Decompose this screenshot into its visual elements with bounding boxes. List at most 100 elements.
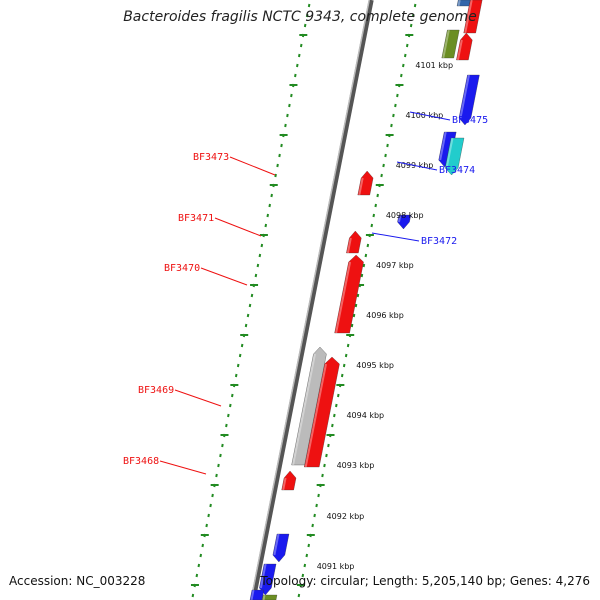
ruler-dot-left <box>307 3 311 8</box>
scale-label: 4094 kbp <box>346 411 384 420</box>
ruler-dot-right <box>396 93 399 98</box>
scale-label: 4095 kbp <box>356 361 394 370</box>
ruler-dot-right <box>317 493 320 498</box>
gene-labels: BF3473 BF3471 BF3470 BF3469 BF3468 BF3475 BF34… <box>123 111 488 475</box>
ruler-dot-right <box>405 43 409 48</box>
gene-label-right: BF3475 <box>452 115 488 126</box>
ruler-dot-right <box>403 53 407 58</box>
leader-line <box>371 232 420 242</box>
ruler-dot-right <box>340 373 344 378</box>
gene-bf3475 <box>458 74 480 126</box>
ruler-dot-left <box>288 103 291 108</box>
ruler-dot-left <box>209 503 212 508</box>
ruler-dot-right <box>386 143 389 148</box>
backbone <box>250 0 374 600</box>
ruler-dot-right <box>390 123 393 128</box>
gene-top-red-shine <box>464 0 473 34</box>
gene-top-blue <box>456 0 471 7</box>
ruler-dot-right <box>301 573 305 578</box>
gene-bf3469-forward-shine <box>304 363 327 468</box>
ruler-dot-right <box>402 63 405 68</box>
ruler-dot-left <box>254 273 258 278</box>
gene-features <box>249 0 483 600</box>
ruler-dot-left <box>221 443 224 448</box>
gene-bottom-blue-2 <box>259 563 277 596</box>
ruler-dot-left <box>219 453 222 458</box>
ruler-dot-right <box>360 273 364 278</box>
ruler-dot-left <box>197 563 201 568</box>
ruler-dot-left <box>205 523 208 528</box>
ruler-dot-left <box>290 93 293 98</box>
backbone-highlight <box>250 0 370 600</box>
gene-bf3471 <box>346 230 362 254</box>
gene-bf3473-shine <box>358 177 364 196</box>
gene-olive-bottom-shine <box>262 594 266 600</box>
ruler-dot-left <box>195 573 199 578</box>
gene-label-left: BF3471 <box>178 213 214 224</box>
ruler-dot-right <box>307 543 311 548</box>
gene-bf3475-shine <box>459 74 470 119</box>
gene-bf3469-forward <box>304 356 340 468</box>
ruler-dot-right <box>370 223 374 228</box>
ruler-dot-right <box>346 343 350 348</box>
scale-label: 4101 kbp <box>415 61 453 70</box>
gene-label-left: BF3469 <box>138 385 174 396</box>
ruler-dot-right <box>376 193 379 198</box>
ruler-dot-right <box>366 243 370 248</box>
scale-label: 4098 kbp <box>386 211 424 220</box>
scale-label: 4093 kbp <box>337 461 375 470</box>
leader-line <box>409 111 451 121</box>
gene-bottom-blue-3 <box>249 589 265 600</box>
ruler-dot-right <box>333 413 336 418</box>
map-title: Bacteroides fragilis NCTC 9343, complete… <box>123 9 477 25</box>
gene-label-right: BF3472 <box>421 236 457 247</box>
ruler-dot-left <box>207 513 210 518</box>
gene-bf3472 <box>397 214 412 230</box>
ruler-dot-left <box>215 473 218 478</box>
scale-label: 4091 kbp <box>317 562 355 571</box>
gene-bf3470 <box>334 254 364 334</box>
ruler-dot-right <box>342 363 346 368</box>
ruler-dot-right <box>392 113 395 118</box>
ruler-dot-left <box>305 13 309 18</box>
ruler-dot-right <box>297 593 301 598</box>
leader-line <box>200 267 248 286</box>
ruler-dot-left <box>231 393 234 398</box>
ruler-dot-left <box>211 493 214 498</box>
ruler-dot-right <box>303 563 307 568</box>
ruler-dot-right <box>305 553 309 558</box>
ruler-dot-left <box>191 593 195 598</box>
ruler-dot-right <box>384 153 387 158</box>
ruler-dot-left <box>268 203 271 208</box>
gene-bottom-blue-3-shine <box>250 589 255 600</box>
ruler-dot-right <box>352 313 356 318</box>
ruler-dot-right <box>321 473 324 478</box>
ruler-dot-left <box>217 463 220 468</box>
ruler-dot-left <box>244 323 248 328</box>
ruler-dot-left <box>258 253 262 258</box>
leader-line <box>214 217 262 237</box>
ruler-dot-right <box>356 293 360 298</box>
gene-bf3474-blue-shine <box>439 131 447 161</box>
ruler-dot-left <box>266 213 270 218</box>
ruler-dot-left <box>229 403 232 408</box>
ruler-dot-right <box>327 443 330 448</box>
ruler-dot-left <box>303 23 307 28</box>
ruler-dot-right <box>380 173 383 178</box>
gene-bf3471-shine <box>346 237 352 254</box>
gene-label-right: BF3474 <box>439 165 475 176</box>
ruler-dot-right <box>344 353 348 358</box>
leader-line <box>159 460 207 475</box>
gene-label-left: BF3473 <box>193 152 229 163</box>
accession-text: Accession: NC_003228 <box>9 574 146 588</box>
ruler-dot-right <box>362 263 366 268</box>
ruler-dot-left <box>278 153 281 158</box>
gene-bf3468-shine <box>282 477 287 491</box>
gene-bf3474-shine <box>445 137 454 169</box>
gene-top-blue-shine <box>457 0 461 7</box>
gene-bf3468 <box>281 470 297 491</box>
gene-bottom-blue <box>272 533 290 563</box>
gene-grey-rna <box>291 346 327 466</box>
ruler-dot-right <box>411 13 415 18</box>
